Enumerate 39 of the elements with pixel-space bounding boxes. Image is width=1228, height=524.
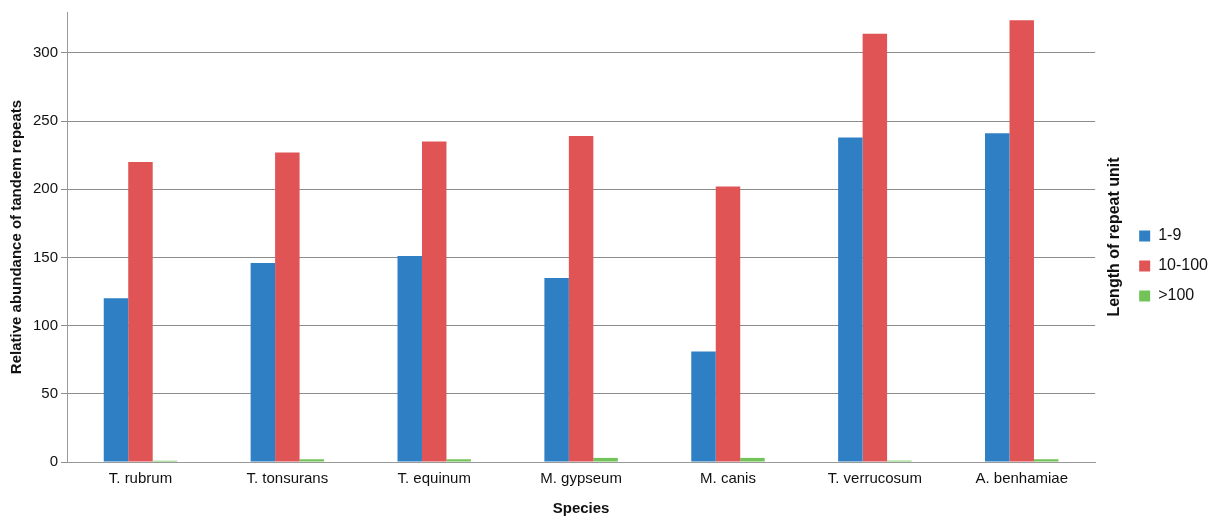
y-axis-title: Relative abundance of tandem repeats (7, 99, 25, 375)
bar (103, 298, 129, 462)
bar (691, 351, 716, 462)
legend-label: 1-9 (1158, 226, 1182, 244)
bar (446, 459, 471, 462)
bar (544, 277, 569, 462)
bar (250, 262, 276, 462)
bar (862, 33, 888, 462)
x-tick-label: T. equinum (397, 469, 471, 487)
y-tick-label: 0 (49, 452, 59, 470)
y-tick-label: 300 (33, 43, 59, 61)
bar (1033, 459, 1059, 462)
x-tick-label: M. canis (700, 469, 756, 487)
bar (275, 152, 300, 462)
bar (740, 457, 765, 462)
x-tick-label: T. verrucosum (827, 469, 922, 487)
x-axis-title: Species (552, 499, 610, 517)
legend-title: Length of repeat unit (1104, 156, 1122, 317)
x-tick-label: T. tonsurans (246, 469, 329, 487)
bar (397, 256, 422, 462)
bar (985, 133, 1010, 462)
x-tick-label: M. gypseum (540, 469, 622, 487)
bar (568, 136, 594, 462)
bar (421, 141, 447, 462)
legend-label: 10-100 (1158, 256, 1209, 274)
bar (838, 137, 863, 462)
bar (299, 459, 325, 462)
bar (1009, 20, 1034, 462)
bar (715, 186, 741, 462)
y-tick-label: 50 (41, 383, 59, 401)
legend-label: >100 (1158, 286, 1195, 304)
y-tick-label: 150 (33, 247, 59, 265)
y-tick-label: 250 (33, 111, 59, 129)
x-tick-label: T. rubrum (108, 469, 173, 487)
bar (593, 457, 618, 462)
y-tick-label: 100 (33, 315, 59, 333)
x-tick-label: A. benhamiae (975, 469, 1069, 487)
bar (128, 162, 153, 462)
y-tick-label: 200 (33, 179, 59, 197)
